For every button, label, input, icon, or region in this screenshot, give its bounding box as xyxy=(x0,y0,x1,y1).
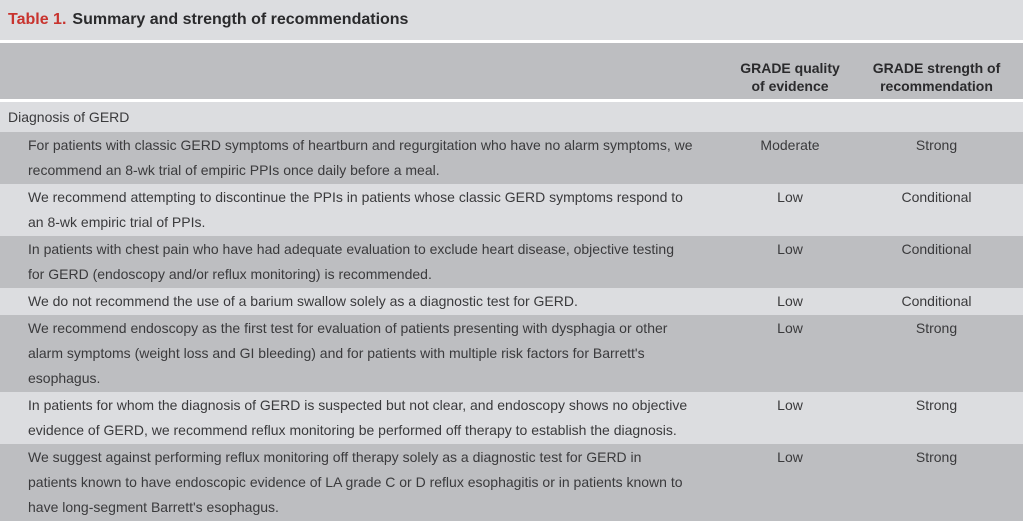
recommendation-text: For patients with classic GERD symptoms … xyxy=(0,132,730,184)
strength-cell: Strong xyxy=(850,132,1023,184)
recommendation-text: In patients with chest pain who have had… xyxy=(0,236,730,288)
table-row: In patients with chest pain who have had… xyxy=(0,236,1023,288)
quality-cell: Low xyxy=(730,315,850,392)
quality-cell: Low xyxy=(730,236,850,288)
section-row: Diagnosis of GERD xyxy=(0,100,1023,132)
table-row: We suggest against performing reflux mon… xyxy=(0,444,1023,521)
strength-cell: Conditional xyxy=(850,288,1023,315)
header-row: GRADE quality of evidence GRADE strength… xyxy=(0,43,1023,102)
table-row: We recommend attempting to discontinue t… xyxy=(0,184,1023,236)
recommendation-text: We recommend attempting to discontinue t… xyxy=(0,184,730,236)
header-strength: GRADE strength of recommendation xyxy=(850,43,1023,102)
quality-cell: Low xyxy=(730,392,850,444)
table-caption: Summary and strength of recommendations xyxy=(72,11,409,28)
strength-cell: Conditional xyxy=(850,184,1023,236)
recommendation-text: We do not recommend the use of a barium … xyxy=(0,288,730,315)
header-quality: GRADE quality of evidence xyxy=(730,43,850,102)
table-number: Table 1. xyxy=(8,11,67,28)
strength-cell: Conditional xyxy=(850,236,1023,288)
strength-cell: Strong xyxy=(850,444,1023,521)
quality-cell: Moderate xyxy=(730,132,850,184)
strength-cell: Strong xyxy=(850,392,1023,444)
quality-cell: Low xyxy=(730,288,850,315)
strength-cell: Strong xyxy=(850,315,1023,392)
quality-cell: Low xyxy=(730,184,850,236)
recommendations-table: GRADE quality of evidence GRADE strength… xyxy=(0,43,1023,521)
recommendation-text: We recommend endoscopy as the first test… xyxy=(0,315,730,392)
recommendation-text: We suggest against performing reflux mon… xyxy=(0,444,730,521)
table-row: We do not recommend the use of a barium … xyxy=(0,288,1023,315)
header-recommendation xyxy=(0,43,730,102)
recommendation-text: In patients for whom the diagnosis of GE… xyxy=(0,392,730,444)
table-row: For patients with classic GERD symptoms … xyxy=(0,132,1023,184)
table-row: We recommend endoscopy as the first test… xyxy=(0,315,1023,392)
section-label: Diagnosis of GERD xyxy=(0,100,1023,132)
quality-cell: Low xyxy=(730,444,850,521)
table-row: In patients for whom the diagnosis of GE… xyxy=(0,392,1023,444)
table-title: Table 1. Summary and strength of recomme… xyxy=(0,0,1023,43)
